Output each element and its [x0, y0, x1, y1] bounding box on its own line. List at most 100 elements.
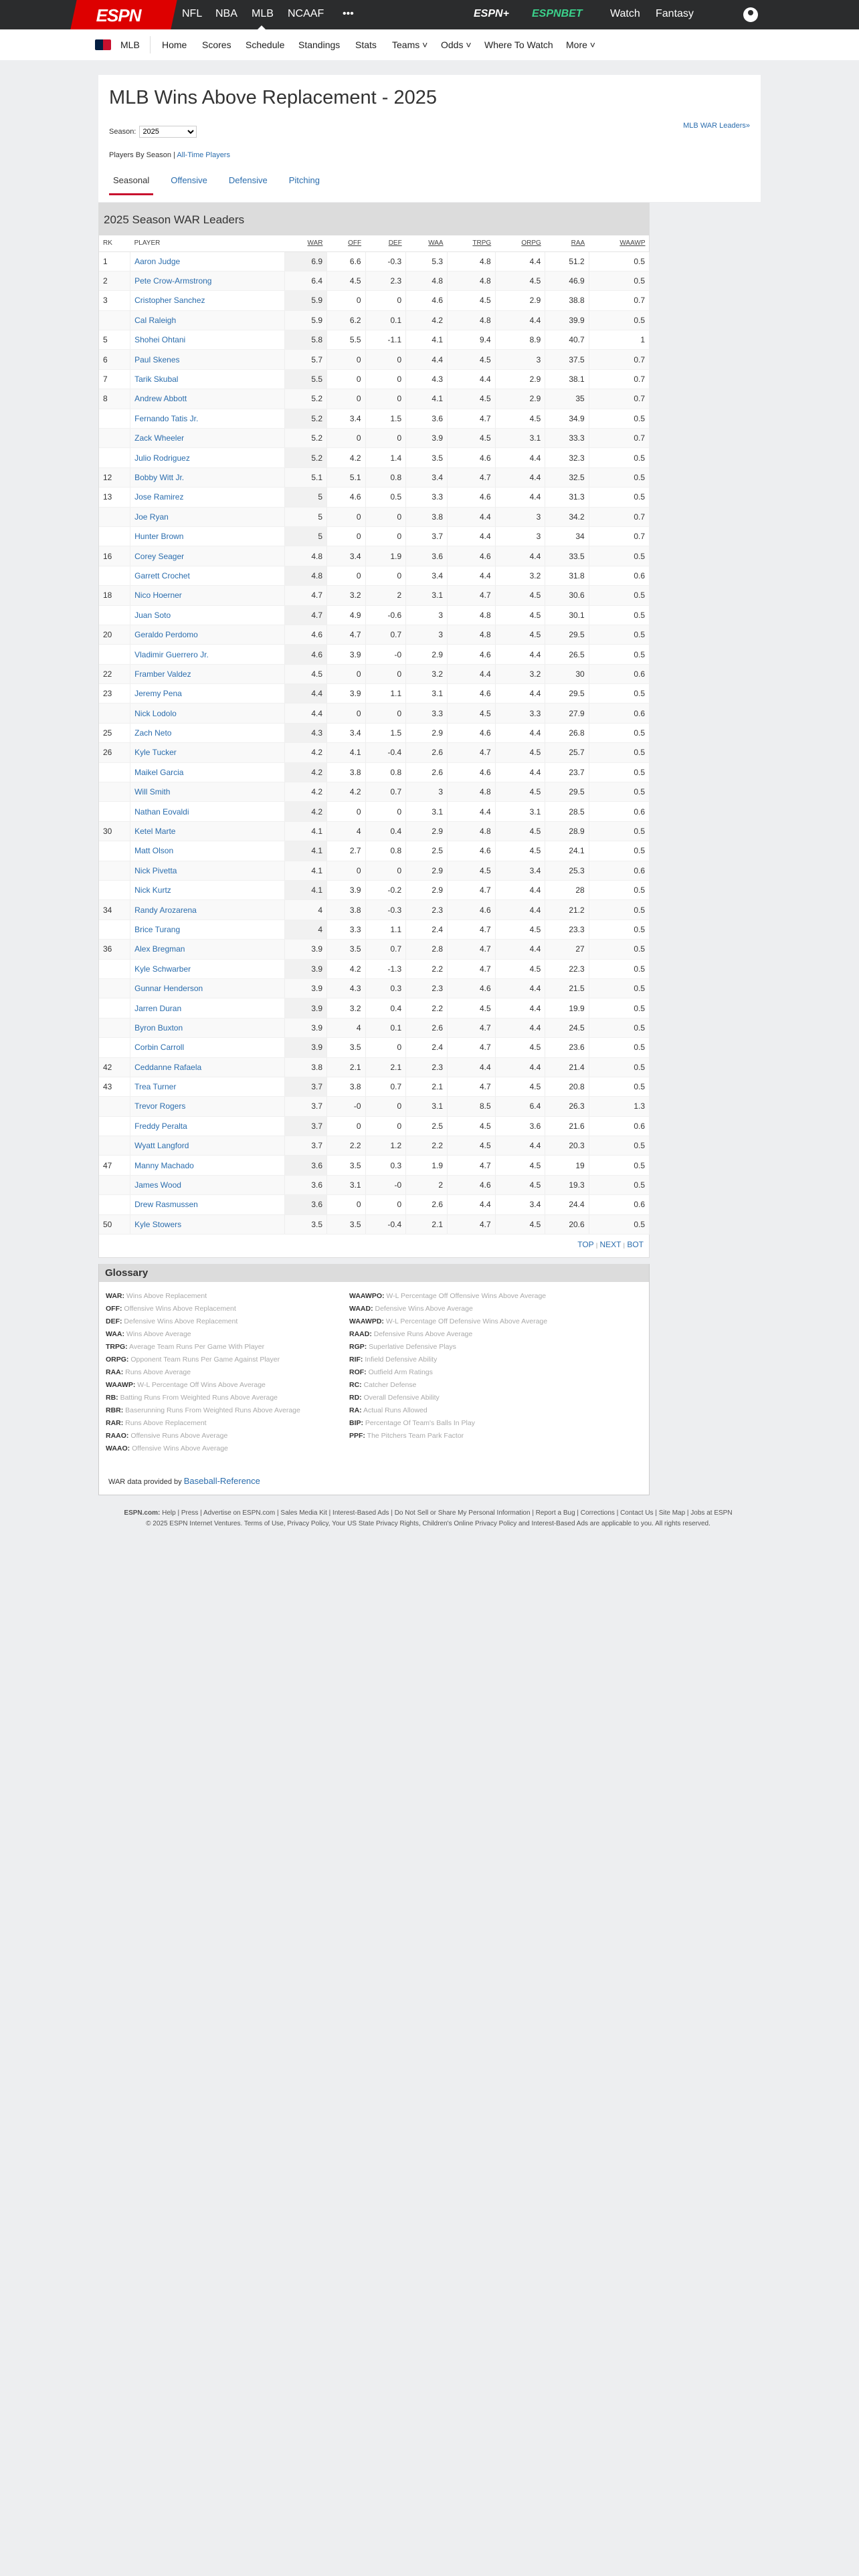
player-link[interactable]: Trevor Rogers	[134, 1101, 186, 1111]
player-link[interactable]: Kyle Schwarber	[134, 964, 191, 974]
tab-offensive[interactable]: Offensive	[171, 175, 207, 185]
pager-top-link[interactable]: TOP	[577, 1240, 594, 1250]
player-link[interactable]: Framber Valdez	[134, 669, 191, 679]
player-link[interactable]: Geraldo Perdomo	[134, 630, 198, 640]
tab-seasonal[interactable]: Seasonal	[109, 175, 154, 195]
player-link[interactable]: Nick Lodolo	[134, 708, 177, 718]
footer-links[interactable]: Help | Press | Advertise on ESPN.com | S…	[162, 1509, 733, 1517]
more-sports-icon[interactable]: •••	[343, 8, 354, 19]
player-link[interactable]: Will Smith	[134, 787, 171, 797]
player-link[interactable]: Garrett Crochet	[134, 570, 190, 580]
player-link[interactable]: Bobby Witt Jr.	[134, 472, 185, 482]
player-link[interactable]: Cristopher Sanchez	[134, 296, 205, 306]
stat-tabs: Seasonal Offensive Defensive Pitching	[109, 175, 337, 195]
player-link[interactable]: Nick Pivetta	[134, 865, 177, 875]
season-select[interactable]: 2025	[139, 126, 197, 138]
player-link[interactable]: Fernando Tatis Jr.	[134, 413, 199, 423]
user-profile-icon[interactable]	[743, 7, 758, 22]
player-link[interactable]: Nick Kurtz	[134, 885, 171, 895]
column-header-def[interactable]: DEF	[365, 235, 406, 252]
player-link[interactable]: Paul Skenes	[134, 354, 180, 364]
player-link[interactable]: Corbin Carroll	[134, 1043, 185, 1053]
subnav-more[interactable]: More ˅	[566, 39, 595, 50]
subnav-mlb[interactable]: MLB	[120, 39, 140, 50]
player-link[interactable]: Pete Crow-Armstrong	[134, 276, 212, 286]
player-link[interactable]: Alex Bregman	[134, 944, 185, 954]
player-link[interactable]: Jose Ramirez	[134, 492, 184, 502]
player-link[interactable]: Matt Olson	[134, 846, 174, 856]
cell-waa: 3.9	[405, 428, 448, 449]
player-link[interactable]: Nico Hoerner	[134, 591, 182, 601]
player-link[interactable]: Byron Buxton	[134, 1023, 183, 1033]
column-header-waawp[interactable]: WAAWP	[589, 235, 650, 252]
player-link[interactable]: Hunter Brown	[134, 532, 184, 542]
player-link[interactable]: Manny Machado	[134, 1160, 194, 1170]
cell-war: 4.6	[284, 625, 327, 645]
player-link[interactable]: Gunnar Henderson	[134, 984, 203, 994]
pager-bot-link[interactable]: BOT	[627, 1240, 644, 1250]
column-header-trpg[interactable]: TRPG	[447, 235, 496, 252]
glossary-entry: DEF: Defensive Wins Above Replacement	[106, 1317, 300, 1330]
subnav-stats[interactable]: Stats	[355, 39, 377, 50]
player-link[interactable]: Wyatt Langford	[134, 1141, 189, 1151]
espn-logo[interactable]: ESPN	[70, 0, 177, 29]
column-header-off[interactable]: OFF	[326, 235, 366, 252]
nav-nba[interactable]: NBA	[215, 8, 237, 19]
column-header-raa[interactable]: RAA	[545, 235, 589, 252]
nav-espn-bet[interactable]: ESPNBET	[532, 8, 583, 19]
cell-waa: 3	[405, 625, 448, 645]
player-link[interactable]: Trea Turner	[134, 1082, 177, 1092]
glossary-term: WAAD:	[349, 1305, 373, 1313]
player-link[interactable]: Ceddanne Rafaela	[134, 1062, 202, 1072]
player-link[interactable]: Kyle Stowers	[134, 1219, 182, 1229]
player-link[interactable]: Tarik Skubal	[134, 374, 179, 385]
player-link[interactable]: Zach Neto	[134, 728, 172, 738]
player-link[interactable]: Corey Seager	[134, 551, 185, 561]
player-link[interactable]: Drew Rasmussen	[134, 1200, 198, 1210]
subnav-standings[interactable]: Standings	[298, 39, 341, 50]
cell-def: 0	[365, 1194, 407, 1215]
player-link[interactable]: Brice Turang	[134, 924, 181, 934]
tab-defensive[interactable]: Defensive	[228, 175, 268, 185]
nav-nfl[interactable]: NFL	[182, 8, 203, 19]
subnav-home[interactable]: Home	[162, 39, 187, 50]
player-link[interactable]: Ketel Marte	[134, 827, 176, 837]
subnav-teams[interactable]: Teams ˅	[392, 39, 428, 50]
player-link[interactable]: Maikel Garcia	[134, 767, 184, 777]
subnav-schedule[interactable]: Schedule	[246, 39, 285, 50]
all-time-players-link[interactable]: All-Time Players	[177, 151, 230, 159]
player-link[interactable]: Julio Rodriguez	[134, 453, 190, 463]
player-link[interactable]: James Wood	[134, 1180, 181, 1190]
player-link[interactable]: Vladimir Guerrero Jr.	[134, 649, 209, 659]
nav-watch[interactable]: Watch	[610, 8, 640, 19]
subnav-scores[interactable]: Scores	[202, 39, 231, 50]
nav-espn-plus[interactable]: ESPN+	[474, 8, 509, 19]
column-header-orpg[interactable]: ORPG	[495, 235, 545, 252]
player-link[interactable]: Cal Raleigh	[134, 315, 177, 325]
baseball-reference-link[interactable]: Baseball-Reference	[183, 1476, 260, 1486]
glossary-definition: Actual Runs Allowed	[363, 1406, 427, 1414]
player-link[interactable]: Randy Arozarena	[134, 905, 197, 915]
player-link[interactable]: Joe Ryan	[134, 512, 169, 522]
subnav-where-to-watch[interactable]: Where To Watch	[484, 39, 553, 50]
column-header-war[interactable]: WAR	[284, 235, 327, 252]
mlb-war-leaders-link[interactable]: MLB WAR Leaders»	[683, 122, 750, 130]
pager-next-link[interactable]: NEXT	[599, 1240, 622, 1250]
player-link[interactable]: Shohei Ohtani	[134, 335, 186, 345]
nav-mlb[interactable]: MLB	[252, 8, 274, 19]
player-link[interactable]: Freddy Peralta	[134, 1121, 187, 1131]
player-link[interactable]: Jeremy Pena	[134, 689, 182, 699]
player-link[interactable]: Zack Wheeler	[134, 433, 185, 443]
column-header-waa[interactable]: WAA	[405, 235, 448, 252]
cell-rk: 20	[99, 625, 131, 645]
player-link[interactable]: Andrew Abbott	[134, 394, 187, 404]
subnav-odds[interactable]: Odds ˅	[441, 39, 472, 50]
nav-ncaaf[interactable]: NCAAF	[288, 8, 324, 19]
player-link[interactable]: Kyle Tucker	[134, 748, 177, 758]
tab-pitching[interactable]: Pitching	[288, 175, 320, 185]
player-link[interactable]: Jarren Duran	[134, 1003, 182, 1013]
player-link[interactable]: Aaron Judge	[134, 256, 181, 266]
nav-fantasy[interactable]: Fantasy	[656, 8, 694, 19]
player-link[interactable]: Nathan Eovaldi	[134, 807, 189, 817]
player-link[interactable]: Juan Soto	[134, 610, 171, 620]
